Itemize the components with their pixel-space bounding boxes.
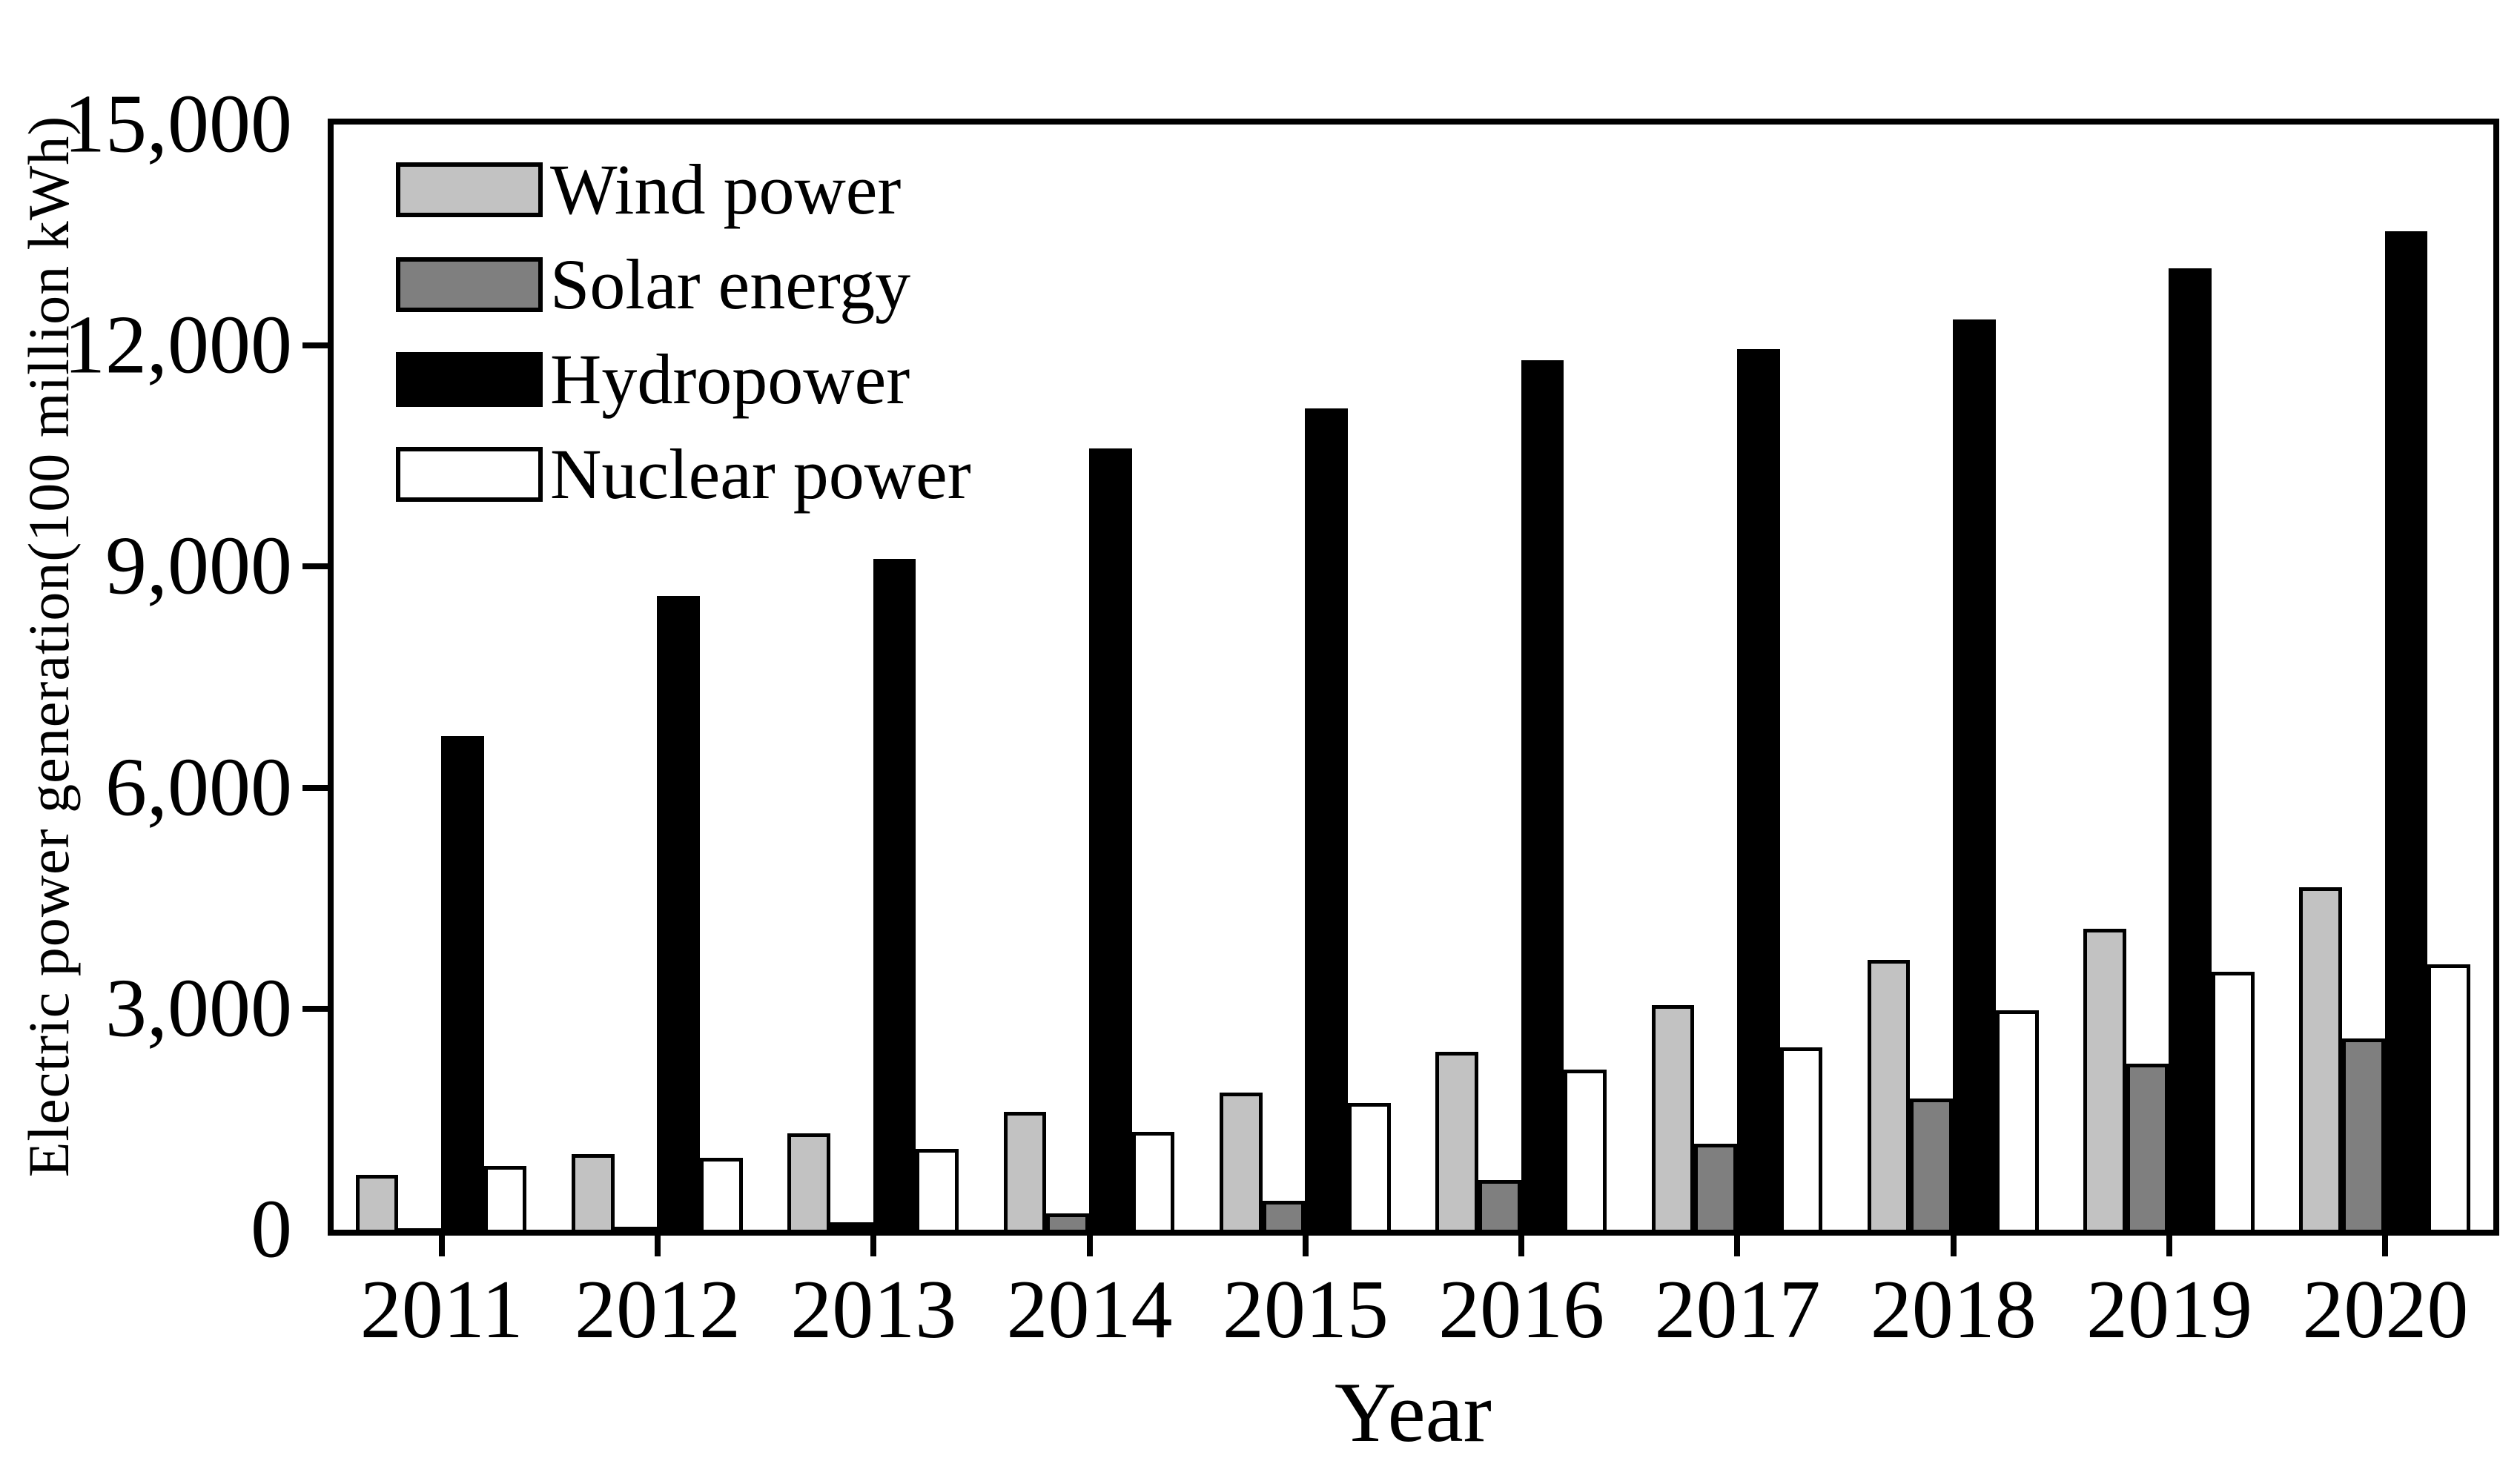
bar-solar-energy-2013 — [830, 1222, 873, 1230]
bar-wind-power-2013 — [787, 1133, 830, 1230]
x-tick-mark — [1518, 1236, 1525, 1256]
bar-nuclear-power-2013 — [916, 1148, 959, 1230]
bar-hydropower-2019 — [2169, 268, 2212, 1230]
bar-wind-power-2020 — [2299, 887, 2343, 1230]
legend-label: Wind power — [550, 150, 902, 229]
x-axis-title: Year — [1335, 1365, 1492, 1458]
legend-swatch — [396, 257, 543, 312]
x-tick-mark — [1734, 1236, 1741, 1256]
y-tick-mark — [302, 784, 328, 791]
bar-solar-energy-2019 — [2126, 1064, 2169, 1230]
bar-hydropower-2017 — [1736, 349, 1780, 1230]
bar-hydropower-2013 — [873, 559, 916, 1230]
x-tick-label: 2011 — [360, 1264, 523, 1356]
legend-swatch — [396, 352, 543, 407]
bar-nuclear-power-2018 — [1995, 1010, 2039, 1230]
bar-wind-power-2011 — [355, 1175, 399, 1230]
y-tick-mark — [302, 1005, 328, 1012]
legend: Wind power Solar energy Hydropower Nuclear … — [396, 154, 971, 510]
legend-item: Wind power — [396, 154, 971, 225]
y-tick-label: 15,000 — [64, 78, 292, 170]
x-tick-label: 2019 — [2086, 1264, 2253, 1356]
bar-solar-energy-2011 — [398, 1228, 442, 1230]
legend-label: Hydropower — [550, 339, 910, 419]
legend-label: Nuclear power — [550, 434, 971, 514]
bar-solar-energy-2014 — [1046, 1213, 1089, 1230]
bar-solar-energy-2020 — [2342, 1038, 2385, 1230]
x-tick-label: 2013 — [790, 1264, 957, 1356]
y-axis-title: Electric power generation(100 million kW… — [16, 115, 81, 1178]
bar-nuclear-power-2012 — [700, 1157, 743, 1230]
x-tick-mark — [438, 1236, 445, 1256]
bar-hydropower-2012 — [657, 596, 701, 1230]
bar-solar-energy-2015 — [1262, 1201, 1306, 1230]
bar-nuclear-power-2017 — [1779, 1047, 1823, 1230]
x-tick-mark — [1950, 1236, 1957, 1256]
x-tick-label: 2020 — [2302, 1264, 2469, 1356]
legend-item: Nuclear power — [396, 439, 971, 510]
bar-wind-power-2012 — [572, 1153, 615, 1230]
bar-solar-energy-2018 — [1910, 1099, 1954, 1230]
plot-area: 0 3,000 6,000 9,000 12,000 15,000 2011 2012 2013… — [64, 79, 2499, 1356]
bar-nuclear-power-2015 — [1347, 1103, 1391, 1230]
bar-nuclear-power-2011 — [483, 1165, 527, 1230]
bar-hydropower-2016 — [1521, 360, 1564, 1230]
bar-wind-power-2018 — [1867, 960, 1911, 1230]
x-tick-mark — [870, 1236, 877, 1256]
x-tick-label: 2017 — [1654, 1264, 1821, 1356]
bar-wind-power-2014 — [1003, 1111, 1047, 1230]
legend-label: Solar energy — [550, 245, 911, 324]
x-tick-mark — [2166, 1236, 2173, 1256]
bar-solar-energy-2012 — [614, 1227, 658, 1230]
bar-wind-power-2016 — [1435, 1052, 1478, 1230]
bar-nuclear-power-2020 — [2427, 964, 2471, 1230]
bar-hydropower-2011 — [441, 736, 484, 1230]
y-tick-label: 9,000 — [105, 520, 292, 612]
y-tick-mark — [302, 342, 328, 349]
legend-swatch — [396, 447, 543, 502]
bar-wind-power-2019 — [2083, 929, 2126, 1230]
y-tick-label: 0 — [251, 1183, 292, 1276]
x-tick-label: 2016 — [1438, 1264, 1605, 1356]
bar-wind-power-2015 — [1219, 1093, 1263, 1230]
bar-hydropower-2020 — [2384, 231, 2428, 1230]
y-tick-label: 3,000 — [105, 962, 292, 1055]
bar-hydropower-2015 — [1305, 408, 1348, 1230]
y-tick-label: 6,000 — [105, 741, 292, 834]
legend-swatch — [396, 162, 543, 217]
bar-hydropower-2014 — [1088, 448, 1132, 1230]
bar-solar-energy-2016 — [1478, 1180, 1521, 1230]
x-tick-mark — [2382, 1236, 2389, 1256]
y-tick-mark — [302, 563, 328, 570]
x-tick-label: 2014 — [1006, 1264, 1173, 1356]
x-tick-mark — [1302, 1236, 1309, 1256]
x-tick-mark — [1086, 1236, 1093, 1256]
bar-nuclear-power-2019 — [2212, 972, 2255, 1230]
x-tick-mark — [654, 1236, 661, 1256]
x-tick-label: 2012 — [574, 1264, 741, 1356]
bar-wind-power-2017 — [1651, 1004, 1695, 1230]
bar-hydropower-2018 — [1953, 319, 1996, 1230]
legend-item: Hydropower — [396, 344, 971, 415]
bar-solar-energy-2017 — [1694, 1143, 1737, 1230]
bar-nuclear-power-2014 — [1131, 1131, 1175, 1230]
x-tick-label: 2018 — [1870, 1264, 2037, 1356]
y-tick-label: 12,000 — [64, 299, 292, 391]
legend-item: Solar energy — [396, 249, 971, 320]
x-tick-label: 2015 — [1222, 1264, 1389, 1356]
bar-nuclear-power-2016 — [1564, 1070, 1607, 1230]
